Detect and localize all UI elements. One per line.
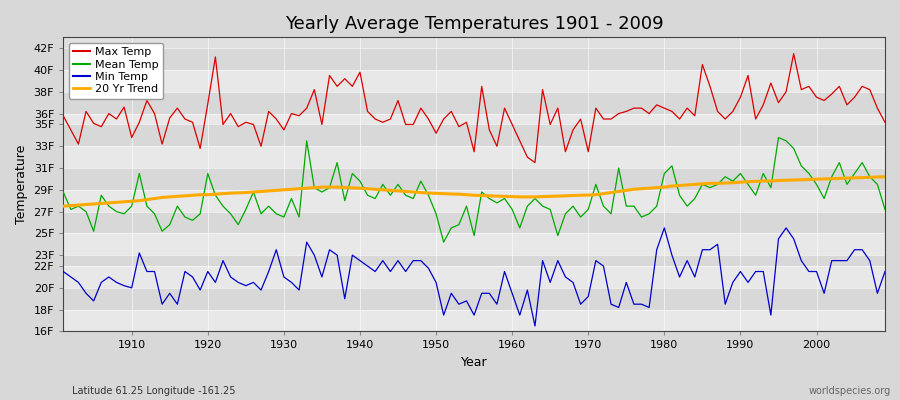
Bar (63, 168, 885, 190)
Bar (63, 70, 885, 92)
Legend: Max Temp, Mean Temp, Min Temp, 20 Yr Trend: Max Temp, Mean Temp, Min Temp, 20 Yr Tre… (68, 43, 164, 99)
Y-axis label: Temperature: Temperature (15, 145, 28, 224)
Bar (63, 266, 885, 288)
Text: Latitude 61.25 Longitude -161.25: Latitude 61.25 Longitude -161.25 (72, 386, 236, 396)
Bar (63, 255, 885, 266)
X-axis label: Year: Year (461, 356, 488, 369)
Text: worldspecies.org: worldspecies.org (809, 386, 891, 396)
Bar (63, 233, 885, 255)
Bar (63, 124, 885, 146)
Bar (63, 310, 885, 332)
Bar (63, 212, 885, 233)
Bar (63, 92, 885, 114)
Bar (63, 190, 885, 212)
Bar (63, 114, 885, 124)
Bar (63, 146, 885, 168)
Bar (63, 48, 885, 70)
Bar (63, 288, 885, 310)
Title: Yearly Average Temperatures 1901 - 2009: Yearly Average Temperatures 1901 - 2009 (284, 15, 663, 33)
